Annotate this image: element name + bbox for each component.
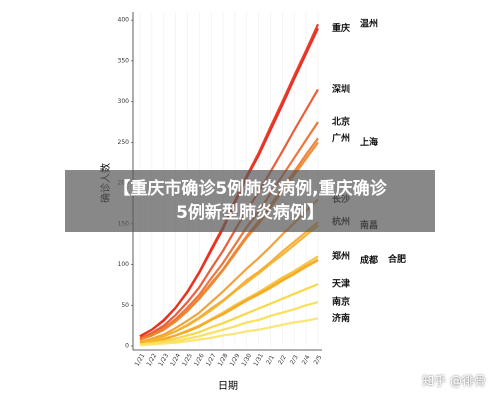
x-tick-label: 2/5 <box>313 354 324 366</box>
x-tick-label: 1/23 <box>157 352 170 367</box>
series-line <box>139 88 319 340</box>
x-tick-label: 2/2 <box>277 354 288 366</box>
line-label: 上海 <box>360 136 378 148</box>
x-tick-label: 1/21 <box>134 352 147 367</box>
line-label: 济南 <box>332 312 350 324</box>
x-tick-label: 2/3 <box>289 354 300 366</box>
x-tick-label: 2/4 <box>301 354 312 366</box>
y-tick-label: 400 <box>118 17 130 24</box>
line-label: 南京 <box>332 296 350 308</box>
x-tick-label: 1/25 <box>181 352 194 367</box>
x-tick-label: 1/22 <box>145 352 158 367</box>
y-tick-label: 250 <box>118 139 130 146</box>
x-tick-label: 1/27 <box>205 352 218 367</box>
series-line <box>139 300 319 346</box>
series-line <box>139 121 319 341</box>
x-tick-label: 1/31 <box>252 352 265 367</box>
banner: 【重庆市确诊5例肺炎病例,重庆确诊 5例新型肺炎病例】 <box>65 170 435 232</box>
x-tick-label: 1/28 <box>217 352 230 367</box>
banner-line: 5例新型肺炎病例】 <box>176 203 324 223</box>
line-label: 深圳 <box>332 83 350 95</box>
line-label: 合肥 <box>388 253 406 265</box>
y-tick-label: 300 <box>118 98 130 105</box>
x-tick-label: 1/24 <box>169 352 182 367</box>
y-tick-label: 0 <box>125 343 129 350</box>
line-label: 广州 <box>332 132 350 144</box>
x-tick-label: 1/30 <box>240 352 253 367</box>
x-tick-label: 1/29 <box>229 352 242 367</box>
line-label: 郑州 <box>332 250 350 262</box>
x-tick-label: 1/26 <box>193 352 206 367</box>
y-tick-label: 350 <box>118 57 130 64</box>
series-line <box>139 255 319 345</box>
x-tick-label: 2/1 <box>265 354 276 366</box>
x-axis-label: 日期 <box>218 380 238 392</box>
y-tick-label: 50 <box>121 302 129 309</box>
line-label: 重庆 <box>332 22 350 34</box>
y-tick-label: 100 <box>118 261 130 268</box>
series-line <box>139 224 319 344</box>
banner-line: 【重庆市确诊5例肺炎病例,重庆确诊 <box>113 179 387 199</box>
line-label: 北京 <box>332 115 350 127</box>
line-label: 天津 <box>332 278 350 290</box>
series-line <box>139 283 319 346</box>
watermark: 知乎 @徘骨 <box>422 374 486 388</box>
line-label: 成都 <box>360 254 378 266</box>
series-line <box>139 258 319 345</box>
line-label: 温州 <box>360 18 378 30</box>
series-line <box>139 317 319 347</box>
